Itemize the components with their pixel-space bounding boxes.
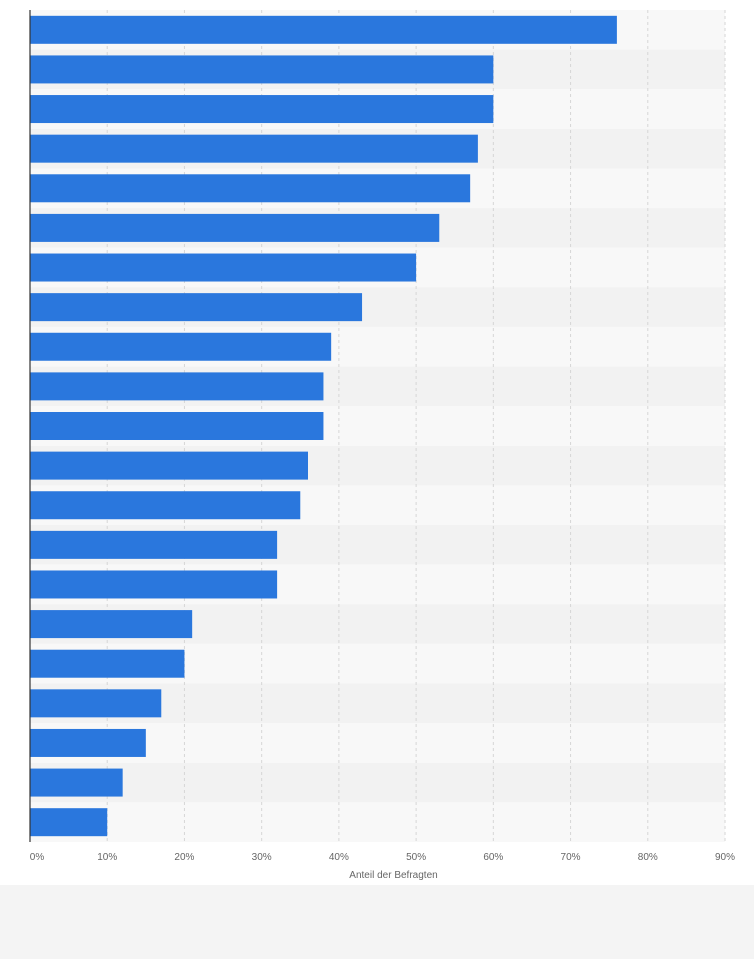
bar-chart: 0% 10% 20% 30% 40% 50% 60% 70% 80% 90% Anteil der… bbox=[29, 10, 735, 881]
x-tick-label: 0% bbox=[30, 852, 45, 863]
x-tick-label: 80% bbox=[638, 852, 658, 863]
bar bbox=[30, 213, 440, 242]
bar bbox=[30, 728, 146, 757]
bar bbox=[30, 808, 108, 837]
bar bbox=[30, 689, 162, 718]
x-tick-label: 10% bbox=[97, 852, 117, 863]
bar bbox=[30, 412, 324, 440]
x-axis-title: Anteil der Befragten bbox=[349, 870, 437, 881]
bar bbox=[30, 95, 494, 124]
x-tick-label: 60% bbox=[483, 852, 503, 863]
row-band bbox=[30, 802, 725, 842]
bar bbox=[30, 491, 301, 520]
row-band bbox=[30, 762, 725, 803]
bar bbox=[30, 134, 478, 163]
bar bbox=[30, 332, 332, 361]
chart-area: 0% 10% 20% 30% 40% 50% 60% 70% 80% 90% Anteil der… bbox=[0, 0, 754, 885]
x-tick-label: 50% bbox=[406, 852, 426, 863]
bar bbox=[30, 610, 193, 639]
bar bbox=[30, 253, 417, 282]
bar bbox=[30, 174, 471, 203]
bar bbox=[30, 451, 308, 480]
bar bbox=[30, 372, 324, 401]
bar bbox=[30, 15, 617, 44]
bar bbox=[30, 293, 363, 322]
x-tick-label: 70% bbox=[561, 852, 581, 863]
x-tick-label: 30% bbox=[252, 852, 272, 863]
bar bbox=[30, 768, 123, 797]
x-tick-label: 20% bbox=[174, 852, 194, 863]
x-tick-labels: 0% 10% 20% 30% 40% 50% 60% 70% 80% 90% bbox=[30, 852, 735, 863]
bars bbox=[30, 15, 617, 837]
bar bbox=[30, 649, 185, 678]
x-tick-label: 40% bbox=[329, 852, 349, 863]
x-tick-label: 90% bbox=[715, 852, 735, 863]
bar bbox=[30, 570, 278, 599]
bar bbox=[30, 55, 494, 84]
bar bbox=[30, 530, 278, 559]
